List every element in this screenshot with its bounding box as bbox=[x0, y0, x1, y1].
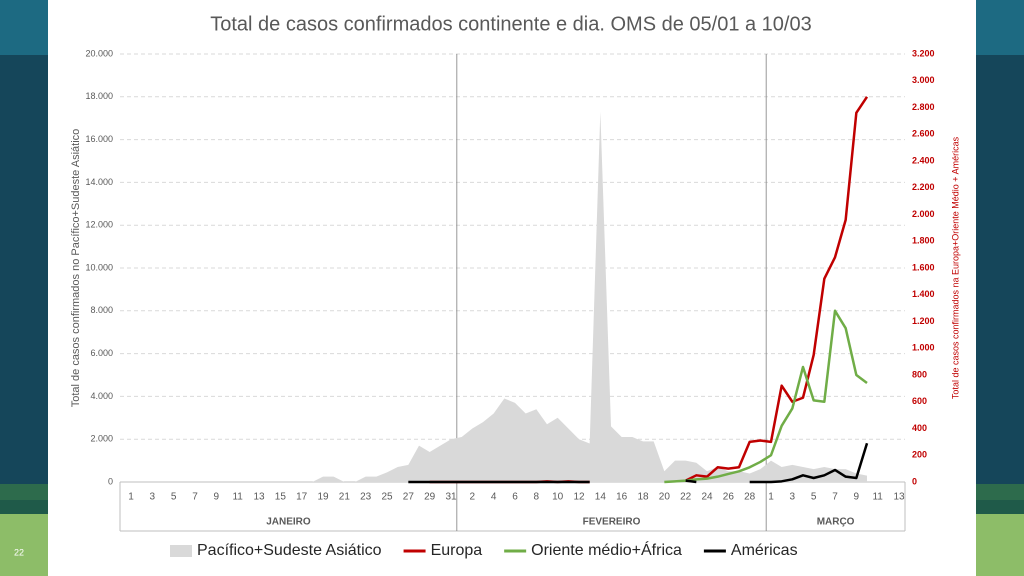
y-tick-label: 8.000 bbox=[90, 305, 113, 315]
x-tick-label: 3 bbox=[150, 492, 156, 503]
x-tick-label: 3 bbox=[790, 492, 796, 503]
x-tick-label: 5 bbox=[171, 492, 177, 503]
y2-tick-label: 200 bbox=[912, 450, 927, 460]
chart-title: Total de casos confirmados continente e … bbox=[210, 13, 811, 35]
x-tick-label: 11 bbox=[872, 492, 883, 503]
x-tick-label: 13 bbox=[893, 492, 905, 503]
line bbox=[685, 96, 869, 482]
y-tick-label: 6.000 bbox=[90, 348, 113, 358]
legend-label: Europa bbox=[431, 542, 483, 559]
x-tick-label: 1 bbox=[128, 492, 134, 503]
x-tick-label: 13 bbox=[253, 492, 265, 503]
legend-swatch bbox=[170, 545, 192, 557]
y-tick-label: 10.000 bbox=[85, 262, 113, 272]
y2-tick-label: 1.600 bbox=[912, 262, 935, 272]
x-tick-label: 26 bbox=[723, 492, 735, 503]
y2-tick-label: 3.200 bbox=[912, 48, 935, 58]
y-tick-label: 18.000 bbox=[85, 91, 113, 101]
y2-tick-label: 400 bbox=[912, 423, 927, 433]
x-tick-label: 28 bbox=[744, 492, 756, 503]
legend-label: Pacífico+Sudeste Asiático bbox=[197, 542, 382, 559]
x-tick-label: 8 bbox=[534, 492, 540, 503]
x-tick-label: 15 bbox=[275, 492, 287, 503]
x-tick-label: 6 bbox=[512, 492, 518, 503]
y2-tick-label: 1.000 bbox=[912, 343, 935, 353]
x-tick-label: 27 bbox=[403, 492, 415, 503]
x-tick-label: 16 bbox=[616, 492, 628, 503]
y2-tick-label: 2.000 bbox=[912, 209, 935, 219]
group-label: FEVEREIRO bbox=[583, 517, 641, 528]
y2-tick-label: 1.400 bbox=[912, 289, 935, 299]
x-tick-label: 1 bbox=[768, 492, 774, 503]
group-label: MARÇO bbox=[817, 517, 855, 528]
y2-tick-label: 1.800 bbox=[912, 236, 935, 246]
x-tick-label: 7 bbox=[832, 492, 838, 503]
x-tick-label: 7 bbox=[192, 492, 198, 503]
content-panel bbox=[48, 0, 976, 576]
group-label: JANEIRO bbox=[266, 517, 311, 528]
x-tick-label: 12 bbox=[573, 492, 585, 503]
y2-tick-label: 2.200 bbox=[912, 182, 935, 192]
x-tick-label: 11 bbox=[232, 492, 243, 503]
y2-tick-label: 2.800 bbox=[912, 102, 935, 112]
y-tick-label: 20.000 bbox=[85, 48, 113, 58]
x-tick-label: 4 bbox=[491, 492, 497, 503]
line bbox=[749, 442, 869, 484]
y-tick-label: 16.000 bbox=[85, 134, 113, 144]
x-tick-label: 9 bbox=[854, 492, 860, 503]
x-tick-label: 10 bbox=[552, 492, 564, 503]
y-tick-label: 12.000 bbox=[85, 220, 113, 230]
y2-tick-label: 3.000 bbox=[912, 75, 935, 85]
x-tick-label: 5 bbox=[811, 492, 817, 503]
y2-tick-label: 800 bbox=[912, 369, 927, 379]
y2-tick-label: 2.600 bbox=[912, 129, 935, 139]
legend-label: Oriente médio+África bbox=[531, 540, 682, 559]
line bbox=[685, 479, 697, 484]
x-tick-label: 24 bbox=[701, 492, 713, 503]
y2-tick-label: 0 bbox=[912, 476, 917, 486]
x-tick-label: 25 bbox=[381, 492, 393, 503]
x-tick-label: 29 bbox=[424, 492, 436, 503]
x-tick-label: 20 bbox=[659, 492, 671, 503]
x-tick-label: 21 bbox=[339, 492, 351, 503]
line bbox=[664, 309, 868, 484]
y2-tick-label: 2.400 bbox=[912, 155, 935, 165]
y-tick-label: 0 bbox=[108, 476, 113, 486]
legend-label: Américas bbox=[731, 542, 798, 559]
x-tick-label: 18 bbox=[637, 492, 649, 503]
x-tick-label: 22 bbox=[680, 492, 692, 503]
y2-tick-label: 1.200 bbox=[912, 316, 935, 326]
y-axis-title: Total de casos confirmados no Pacífico+S… bbox=[70, 129, 82, 408]
page-number: 22 bbox=[14, 547, 24, 557]
x-tick-label: 23 bbox=[360, 492, 372, 503]
y2-tick-label: 600 bbox=[912, 396, 927, 406]
y-tick-label: 14.000 bbox=[85, 177, 113, 187]
x-tick-label: 9 bbox=[214, 492, 220, 503]
x-tick-label: 14 bbox=[595, 492, 607, 503]
y-tick-label: 4.000 bbox=[90, 391, 113, 401]
y2-axis-title: Total de casos confirmados na Europa+Ori… bbox=[950, 136, 960, 399]
x-tick-label: 19 bbox=[317, 492, 329, 503]
x-tick-label: 17 bbox=[296, 492, 308, 503]
x-tick-label: 31 bbox=[445, 492, 457, 503]
y-tick-label: 2.000 bbox=[90, 434, 113, 444]
x-tick-label: 2 bbox=[470, 492, 476, 503]
